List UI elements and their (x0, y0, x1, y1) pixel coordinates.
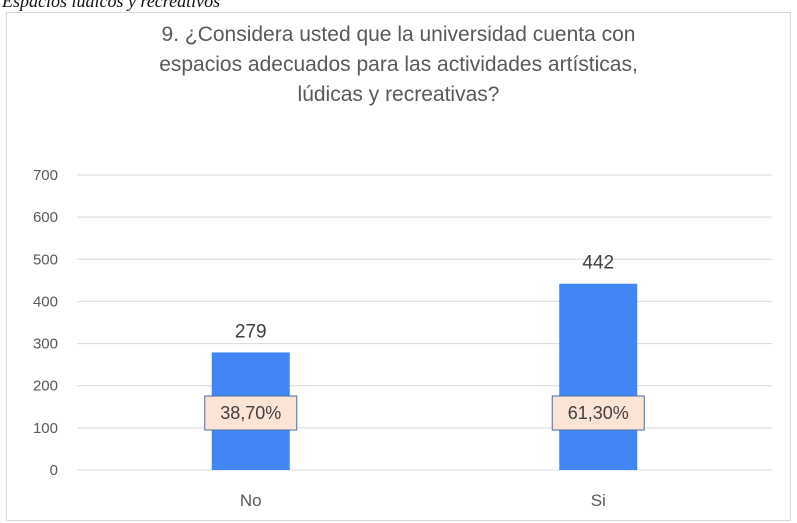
chart-area (6, 12, 791, 521)
bar-percent-label: 61,30% (568, 403, 629, 423)
y-tick-label: 100 (33, 420, 58, 437)
y-tick-label: 400 (33, 293, 58, 310)
y-tick-label: 700 (33, 167, 58, 184)
percent-label-box (551, 395, 645, 431)
figure-caption: Espacios lúdicos y recreativos (2, 0, 221, 11)
bar-value-label: 279 (235, 321, 267, 342)
y-tick-label: 600 (33, 209, 58, 226)
y-tick-label: 0 (50, 462, 58, 479)
chart-title: 9. ¿Considera usted que la universidad c… (0, 20, 797, 110)
bar (559, 283, 638, 470)
x-category-label: No (240, 491, 262, 510)
bar-value-label: 442 (582, 253, 614, 274)
chart-title-line-2: espacios adecuados para las actividades … (159, 53, 638, 76)
y-tick-label: 300 (33, 336, 58, 353)
bar-percent-label: 38,70% (220, 403, 281, 423)
chart-title-line-1: 9. ¿Considera usted que la universidad c… (161, 23, 636, 46)
y-tick-label: 500 (33, 251, 58, 268)
y-tick-label: 200 (33, 378, 58, 395)
percent-label-box (204, 395, 298, 431)
x-category-label: Si (591, 491, 606, 510)
chart-title-line-3: lúdicas y recreativas? (297, 83, 500, 106)
